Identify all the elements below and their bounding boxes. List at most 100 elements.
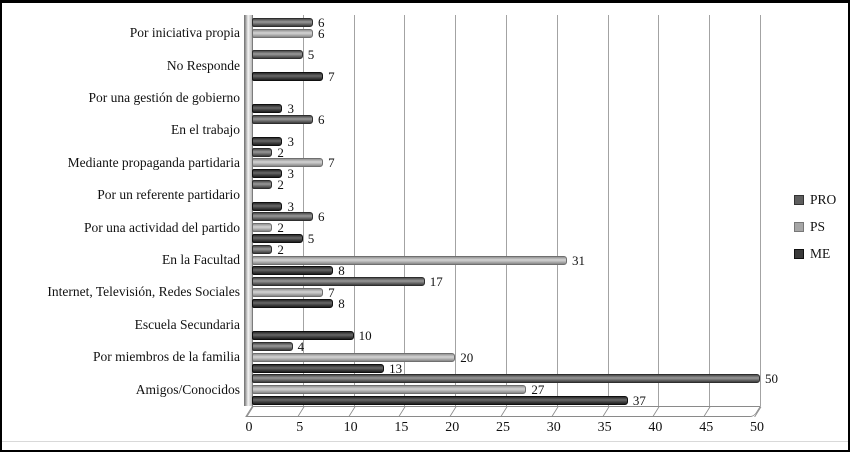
category-label: Amigos/Conocidos xyxy=(135,381,240,397)
category-label: No Responde xyxy=(166,57,240,73)
x-tick-label-35: 35 xyxy=(597,420,612,435)
legend-swatch-icon xyxy=(794,249,804,259)
value-label: 7 xyxy=(328,68,335,84)
bar-pro-8 xyxy=(252,244,273,254)
value-label: 37 xyxy=(632,392,646,408)
bar-pro-11 xyxy=(252,341,293,351)
legend-swatch-icon xyxy=(794,195,804,205)
gridline-0 xyxy=(252,15,253,406)
value-label: 27 xyxy=(531,382,545,398)
value-label: 7 xyxy=(328,284,335,300)
x-tick-label-40: 40 xyxy=(648,420,663,435)
x-tick-label-5: 5 xyxy=(296,420,304,435)
value-label: 13 xyxy=(389,360,403,376)
legend-label: PS xyxy=(810,219,826,234)
gridline-50 xyxy=(760,15,761,406)
legend-item-ps: PS xyxy=(794,220,836,234)
value-label: 4 xyxy=(297,338,305,354)
value-label: 20 xyxy=(460,349,474,365)
value-label: 5 xyxy=(307,230,315,246)
x-tick-label-10: 10 xyxy=(343,420,358,435)
gridline-40 xyxy=(658,15,660,406)
x-tick-label-25: 25 xyxy=(496,420,510,435)
bar-me-5 xyxy=(252,169,283,179)
category-label: Por iniciativa propia xyxy=(129,25,240,41)
bar-ps-11 xyxy=(252,352,456,362)
category-label: Por una actividad del partido xyxy=(84,219,240,235)
bar-me-8 xyxy=(252,266,334,276)
category-label: Por una gestión de gobierno xyxy=(88,90,240,105)
bar-me-9 xyxy=(252,298,334,308)
category-label: Por un referente partidario xyxy=(97,187,240,203)
floor-tick-20 xyxy=(449,407,457,417)
gridline-15 xyxy=(404,15,406,406)
category-label: Mediante propaganda partidaria xyxy=(67,154,240,170)
value-label: 2 xyxy=(277,144,284,160)
category-label: Escuela Secundaria xyxy=(134,316,240,332)
floor-tick-0 xyxy=(246,407,254,417)
bar-pro-4 xyxy=(252,115,313,125)
bar-ps-9 xyxy=(252,287,324,297)
category-label: Internet, Televisión, Redes Sociales xyxy=(47,284,240,300)
legend-item-pro: PRO xyxy=(794,193,836,207)
value-label: 6 xyxy=(317,209,325,225)
legend-item-me: ME xyxy=(794,247,836,261)
legend: PRO PS ME xyxy=(794,193,836,261)
x-tick-label-50: 50 xyxy=(750,420,764,435)
value-label: 3 xyxy=(287,166,294,182)
bar-ps-7 xyxy=(252,223,273,233)
floor-tick-10 xyxy=(347,407,355,417)
bottom-divider xyxy=(2,441,848,442)
floor-tick-45 xyxy=(703,407,711,417)
value-label: 31 xyxy=(571,252,585,268)
bar-ps-12 xyxy=(252,385,527,395)
floor-tick-25 xyxy=(500,407,508,417)
value-label: 50 xyxy=(765,371,778,387)
legend-label: ME xyxy=(810,246,831,261)
value-label: 6 xyxy=(317,14,325,30)
value-label: 5 xyxy=(307,47,315,63)
category-label: Por miembros de la familia xyxy=(93,349,240,365)
category-label: En el trabajo xyxy=(171,122,240,138)
chart-floor xyxy=(245,406,762,417)
value-label: 2 xyxy=(277,241,284,257)
bar-me-7 xyxy=(252,233,303,243)
bar-pro-2 xyxy=(252,50,303,60)
bar-me-4 xyxy=(252,136,283,146)
bar-pro-5 xyxy=(252,147,273,157)
floor-tick-35 xyxy=(601,407,609,417)
bar-ps-1 xyxy=(252,28,313,38)
bar-ps-5 xyxy=(252,158,324,168)
x-tick-label-20: 20 xyxy=(445,420,460,435)
legend-swatch-icon xyxy=(794,222,804,232)
gridline-45 xyxy=(709,15,711,406)
bar-pro-1 xyxy=(252,17,313,27)
gridline-10 xyxy=(353,15,355,406)
bar-me-12 xyxy=(252,395,628,405)
value-label: 8 xyxy=(338,263,345,279)
value-label: 3 xyxy=(287,101,294,117)
floor-tick-5 xyxy=(296,407,305,417)
bar-me-3 xyxy=(252,104,283,114)
gridline-30 xyxy=(556,15,558,406)
value-label: 2 xyxy=(277,176,284,192)
value-label: 6 xyxy=(317,112,325,128)
bar-me-2 xyxy=(252,71,324,81)
x-tick-label-15: 15 xyxy=(394,420,409,435)
bar-pro-9 xyxy=(252,277,425,287)
bar-me-11 xyxy=(252,363,385,373)
x-tick-label-0: 0 xyxy=(245,420,253,435)
value-label: 2 xyxy=(277,220,284,236)
floor-tick-15 xyxy=(398,407,406,417)
bar-pro-12 xyxy=(252,374,760,384)
x-tick-label-30: 30 xyxy=(546,420,561,435)
bar-me-10 xyxy=(252,331,354,341)
value-label: 3 xyxy=(287,198,294,214)
legend-label: PRO xyxy=(810,192,837,207)
value-label: 17 xyxy=(429,274,443,290)
bar-pro-6 xyxy=(252,179,273,189)
value-label: 8 xyxy=(338,295,345,311)
gridline-5 xyxy=(302,15,304,406)
bar-pro-7 xyxy=(252,212,313,222)
